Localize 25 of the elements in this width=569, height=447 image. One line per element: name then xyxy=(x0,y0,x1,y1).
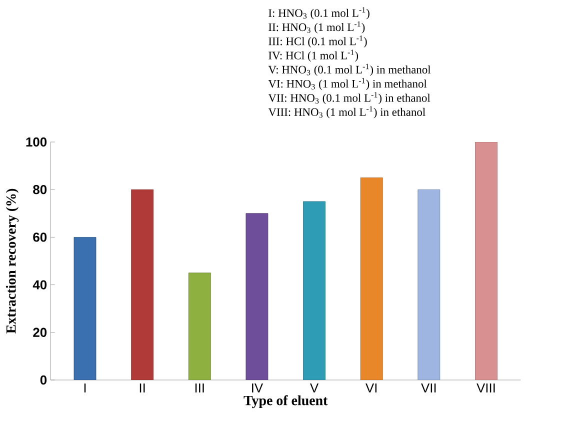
x-tick-label: IV xyxy=(252,384,264,392)
text: II: HNO$_{3}$ (1 mol L$^{-1}$) xyxy=(268,21,365,34)
text: IV: HCl (1 mol L$^{-1}$) xyxy=(268,50,358,62)
y-tick-label: 100 xyxy=(26,137,47,147)
bar xyxy=(475,142,498,380)
text: III: HCl (0.1 mol L$^{-1}$) xyxy=(268,35,367,48)
text: I: HNO$_{3}$ (0.1 mol L$^{-1}$) xyxy=(268,7,370,20)
y-tick-label: 60 xyxy=(33,232,47,242)
text: VIII: HNO$_{3}$ (1 mol L$^{-1}$) in ethanol xyxy=(268,106,426,118)
x-axis-title: Type of eluent xyxy=(244,395,328,408)
y-tick-label: 80 xyxy=(33,185,47,194)
text: V: HNO$_{3}$ (0.1 mol L$^{-1}$) in methanol xyxy=(268,64,431,76)
y-tick-label: 0 xyxy=(40,375,47,385)
text: VI: HNO$_{3}$ (1 mol L$^{-1}$) in methanol xyxy=(268,78,427,90)
y-tick-label: 20 xyxy=(33,328,47,337)
x-tick-label: V xyxy=(310,384,319,392)
x-tick-label: II xyxy=(140,384,145,392)
x-tick-label: VII xyxy=(421,384,436,392)
x-tick-label: III xyxy=(195,384,204,392)
x-tick-label: VI xyxy=(366,384,377,392)
x-tick-label: VIII xyxy=(476,384,495,392)
y-axis-title: Extraction recovery (%) xyxy=(6,188,19,334)
x-tick-label: I xyxy=(84,384,86,392)
text: VII: HNO$_{3}$ (0.1 mol L$^{-1}$) in ethanol xyxy=(268,92,430,104)
y-tick-label: 40 xyxy=(32,280,47,290)
